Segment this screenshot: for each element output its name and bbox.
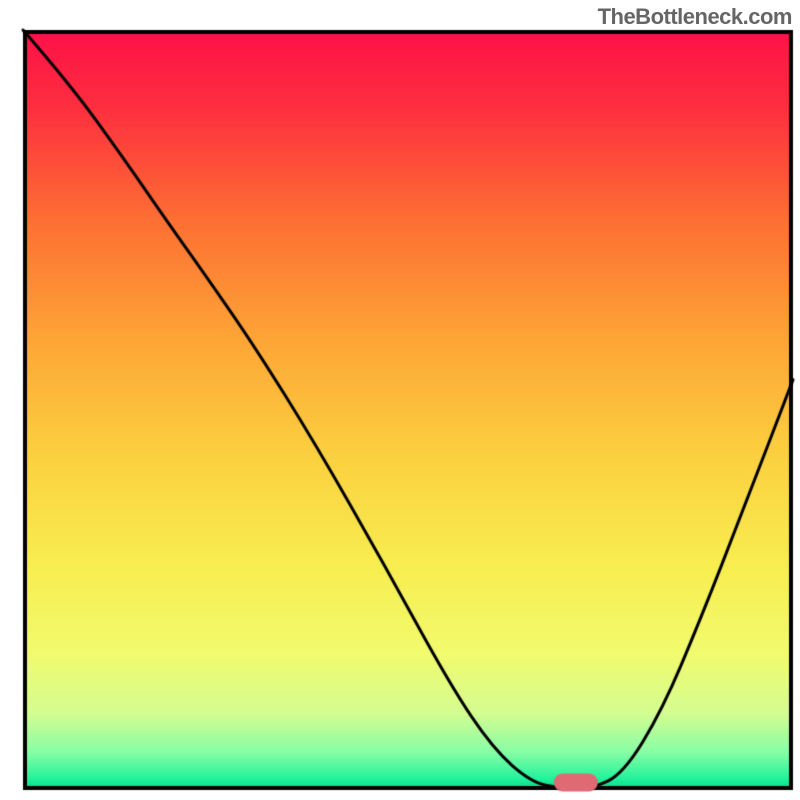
bottleneck-curve-layer xyxy=(0,0,800,800)
chart-container: TheBottleneck.com xyxy=(0,0,800,800)
watermark-text: TheBottleneck.com xyxy=(598,4,792,30)
